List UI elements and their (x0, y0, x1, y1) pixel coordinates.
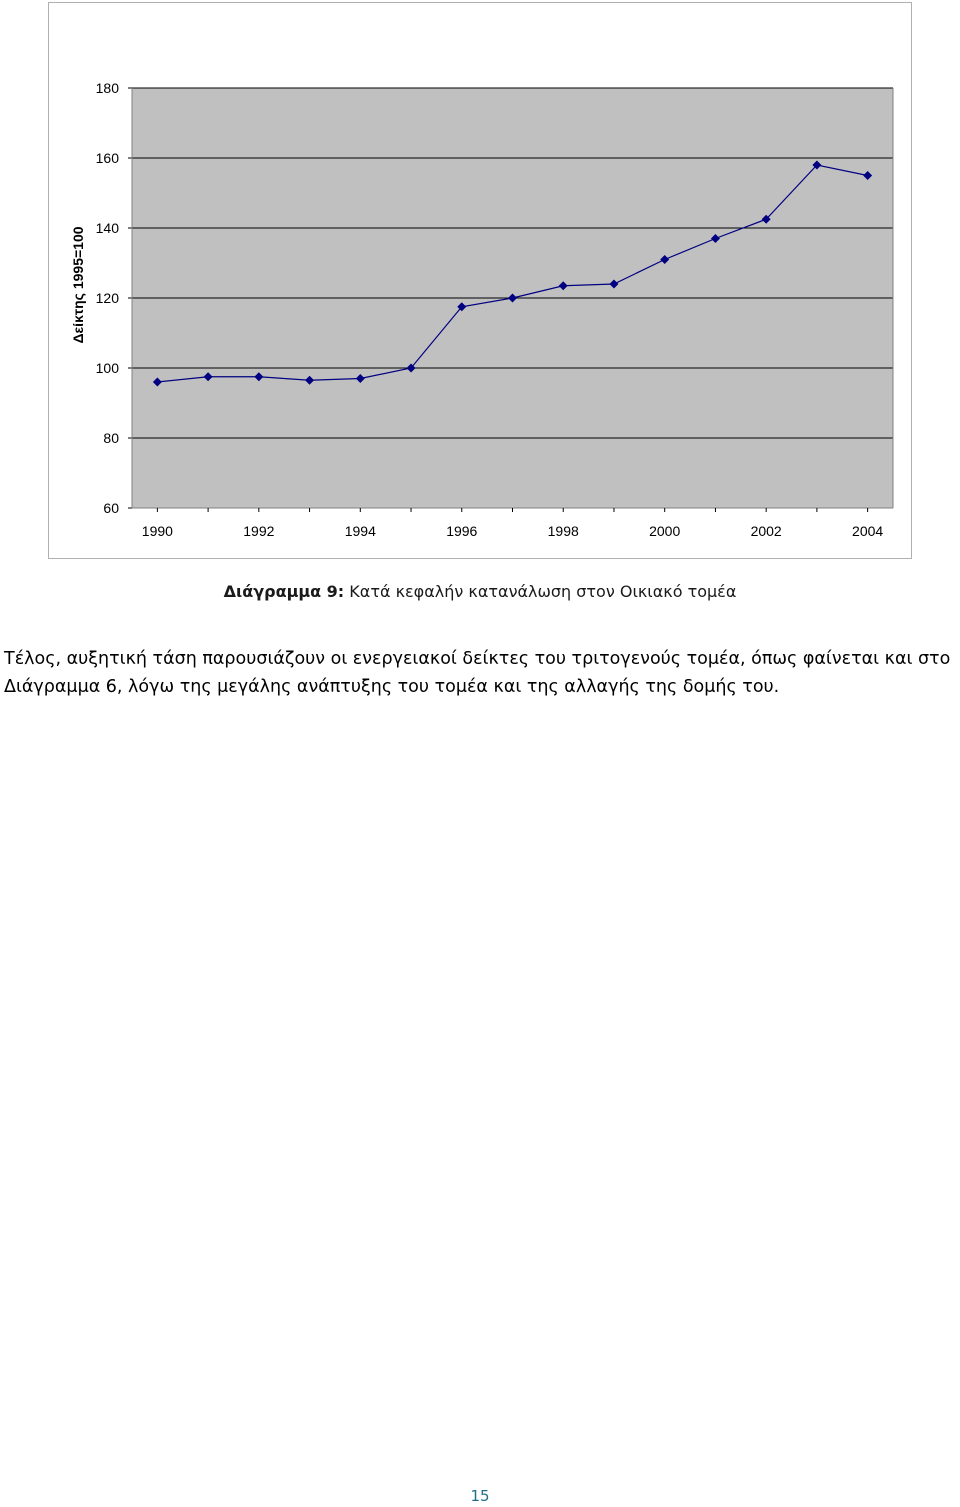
data-point (508, 293, 517, 303)
data-point (761, 214, 771, 224)
y-tick-label: 120 (96, 290, 120, 306)
data-point (355, 374, 365, 383)
data-point (203, 372, 213, 382)
data-point (812, 160, 822, 170)
body-paragraph: Τέλος, αυξητική τάση παρουσιάζουν οι ενε… (4, 645, 960, 701)
y-tick-label: 180 (96, 80, 120, 96)
x-tick-label: 1990 (142, 523, 173, 539)
chart-frame: 60 80 100 120 140 160 180 1990 1992 1994 1996 1998 2… (48, 2, 912, 559)
body-line-1: Τέλος, αυξητική τάση παρουσιάζουν οι ενε… (4, 649, 951, 669)
data-point (152, 377, 162, 387)
page-number: 15 (470, 1487, 490, 1505)
y-tick-label: 160 (96, 150, 120, 166)
x-tick-label: 1998 (548, 523, 579, 539)
caption-text: Κατά κεφαλήν κατανάλωση στον Οικιακό τομ… (344, 582, 737, 601)
line-chart: 60 80 100 120 140 160 180 1990 1992 1994 1996 1998 2… (70, 80, 894, 539)
y-tick-label: 80 (103, 430, 119, 446)
data-point (305, 375, 315, 385)
y-tick-label: 100 (96, 360, 120, 376)
x-tick-label: 1992 (243, 523, 274, 539)
y-tick-label: 60 (103, 500, 119, 516)
data-point (406, 363, 416, 373)
data-point (609, 279, 619, 289)
x-tick-label: 1994 (345, 523, 376, 539)
figure-caption: Διάγραμμα 9: Κατά κεφαλήν κατανάλωση στο… (0, 582, 960, 601)
x-tick-label: 1996 (446, 523, 477, 539)
data-point (558, 281, 568, 291)
data-point (457, 302, 467, 312)
data-point (660, 255, 670, 264)
x-tick-label: 2004 (852, 523, 883, 539)
body-line-2: Διάγραμμα 6, λόγω της μεγάλης ανάπτυξης … (4, 677, 780, 697)
y-axis-label: Δείκτης 1995=100 (70, 226, 86, 343)
caption-label: Διάγραμμα 9: (223, 582, 345, 601)
data-point (710, 234, 720, 243)
y-tick-label: 140 (96, 220, 120, 236)
x-tick-label: 2000 (649, 523, 680, 539)
x-tick-label: 2002 (751, 523, 782, 539)
data-point (863, 171, 873, 180)
